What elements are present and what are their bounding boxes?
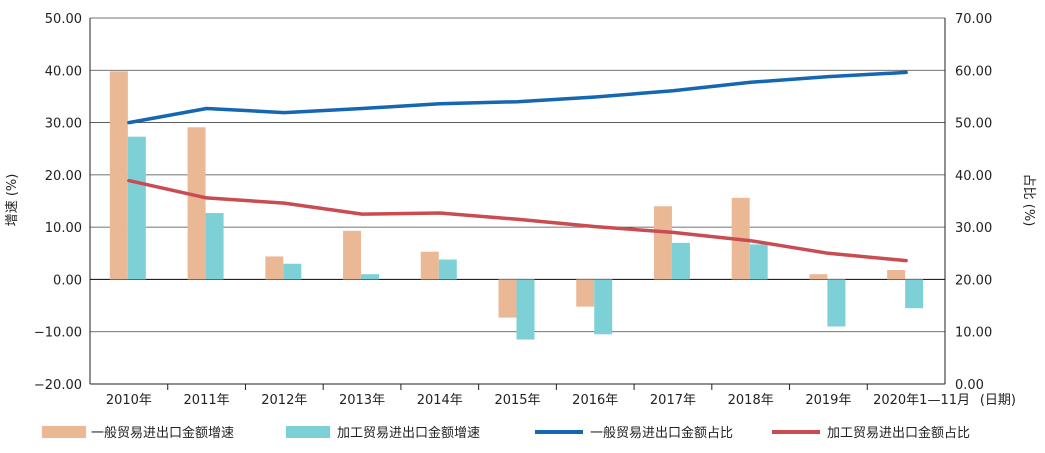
x-tick-label: 2020年1—11月 <box>873 393 970 408</box>
bar-series <box>109 71 924 340</box>
legend-item: 一般贸易进出口金额占比 <box>535 425 733 441</box>
right-axis-ticks: 70.00 60.00 50.00 40.00 30.00 20.00 10.0… <box>955 12 992 393</box>
right-tick-label: 20.00 <box>955 273 992 288</box>
x-tick-label: 2016年 <box>572 393 618 408</box>
legend-swatch-processing-growth <box>286 426 330 438</box>
x-tick-label: 2019年 <box>805 393 851 408</box>
bar-processing-growth <box>671 242 690 280</box>
left-tick-label: 40.00 <box>45 64 82 79</box>
bar-general-growth <box>187 127 206 280</box>
bar-processing-growth <box>905 279 924 309</box>
legend-label: 一般贸易进出口金额增速 <box>91 425 234 441</box>
bar-general-growth <box>498 279 517 318</box>
legend-item: 加工贸易进出口金额占比 <box>772 425 970 441</box>
x-tick-label: 2010年 <box>106 393 152 408</box>
right-tick-label: 10.00 <box>955 326 992 341</box>
x-tick-label: 2012年 <box>261 393 307 408</box>
legend-item: 加工贸易进出口金额增速 <box>286 425 480 441</box>
right-tick-label: 50.00 <box>955 117 992 132</box>
bar-processing-growth <box>205 213 224 280</box>
bar-processing-growth <box>516 279 535 340</box>
legend-label: 加工贸易进出口金额增速 <box>337 425 480 441</box>
x-tick-label: 2013年 <box>339 393 385 408</box>
left-tick-label: 50.00 <box>45 12 82 27</box>
legend-swatch-general-growth <box>42 426 86 438</box>
x-axis-unit: (日期) <box>980 393 1016 408</box>
x-axis-ticks: 2010年 2011年 2012年 2013年 2014年 2015年 2016… <box>106 393 970 408</box>
line-series <box>127 70 908 263</box>
left-axis-ticks: 50.00 40.00 30.00 20.00 10.00 0.00 −10.0… <box>34 12 82 393</box>
axes <box>89 18 946 390</box>
left-axis-title: 增速 (%) <box>5 174 20 227</box>
bar-general-growth <box>265 256 284 280</box>
right-tick-label: 0.00 <box>955 378 984 393</box>
right-tick-label: 40.00 <box>955 169 992 184</box>
bar-processing-growth <box>438 259 457 280</box>
legend-item: 一般贸易进出口金额增速 <box>42 425 234 441</box>
left-tick-label: −20.00 <box>34 378 82 393</box>
bar-processing-growth <box>594 279 613 335</box>
x-tick-label: 2011年 <box>184 393 230 408</box>
bar-processing-growth <box>127 136 146 280</box>
legend-label: 加工贸易进出口金额占比 <box>827 425 970 441</box>
legend: 一般贸易进出口金额增速 加工贸易进出口金额增速 一般贸易进出口金额占比 加工贸易… <box>42 425 970 441</box>
right-tick-label: 30.00 <box>955 221 992 236</box>
bar-general-growth <box>420 251 439 280</box>
right-tick-label: 70.00 <box>955 12 992 27</box>
right-axis-title: 占比 (%) <box>1021 174 1036 227</box>
bar-processing-growth <box>361 274 380 280</box>
left-tick-label: −10.00 <box>34 326 82 341</box>
legend-label: 一般贸易进出口金额占比 <box>590 425 733 441</box>
x-tick-label: 2018年 <box>728 393 774 408</box>
bar-general-growth <box>576 279 595 307</box>
right-tick-label: 60.00 <box>955 64 992 79</box>
left-tick-label: 30.00 <box>45 117 82 132</box>
bar-processing-growth <box>283 263 302 280</box>
left-tick-label: 0.00 <box>53 273 82 288</box>
bar-general-growth <box>109 71 128 280</box>
bar-general-growth <box>343 230 362 280</box>
x-tick-label: 2015年 <box>494 393 540 408</box>
line-processing-share <box>127 178 908 263</box>
line-general-share <box>127 70 908 125</box>
left-tick-label: 10.00 <box>45 221 82 236</box>
bar-processing-growth <box>827 279 846 327</box>
bar-general-growth <box>653 206 672 280</box>
left-tick-label: 20.00 <box>45 169 82 184</box>
bar-general-growth <box>887 270 906 280</box>
x-tick-label: 2017年 <box>650 393 696 408</box>
x-tick-label: 2014年 <box>417 393 463 408</box>
bar-general-growth <box>809 274 828 280</box>
bar-processing-growth <box>749 244 768 280</box>
